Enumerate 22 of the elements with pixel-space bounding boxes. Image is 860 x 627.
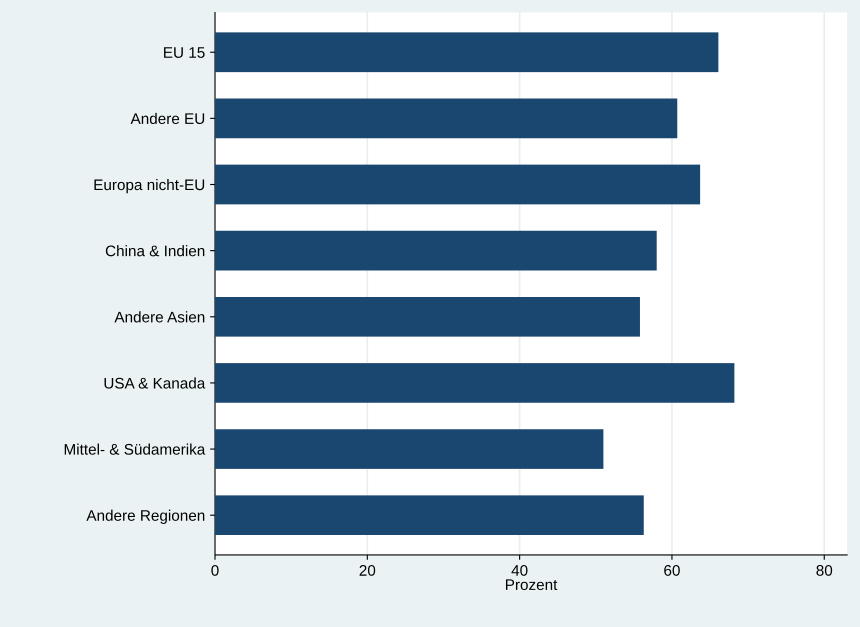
bar [215,363,734,403]
x-tick-label: 80 [816,565,832,576]
bar [215,296,640,337]
y-tick-label: USA & Kanada [104,377,206,389]
y-tick-label: Andere Asien [114,311,204,322]
bar [215,32,718,72]
x-tick-label: 0 [211,565,219,576]
x-axis-title: Prozent [506,579,558,590]
bar [215,98,678,138]
x-tick-label: 20 [360,565,376,576]
y-tick-label: China & Indien [106,245,204,256]
y-tick-label: EU 15 [164,47,205,58]
bar [215,495,644,536]
x-tick-label: 40 [511,565,528,576]
x-tick-label: 60 [664,565,680,576]
y-tick-label: Andere EU [130,112,204,124]
bar [215,164,700,204]
bar [215,429,604,469]
y-tick-label: Mittel- & Südamerika [64,444,206,455]
bar [215,230,657,270]
y-tick-label: Europa nicht-EU [94,178,204,194]
y-tick-label: Andere Regionen [86,510,204,524]
